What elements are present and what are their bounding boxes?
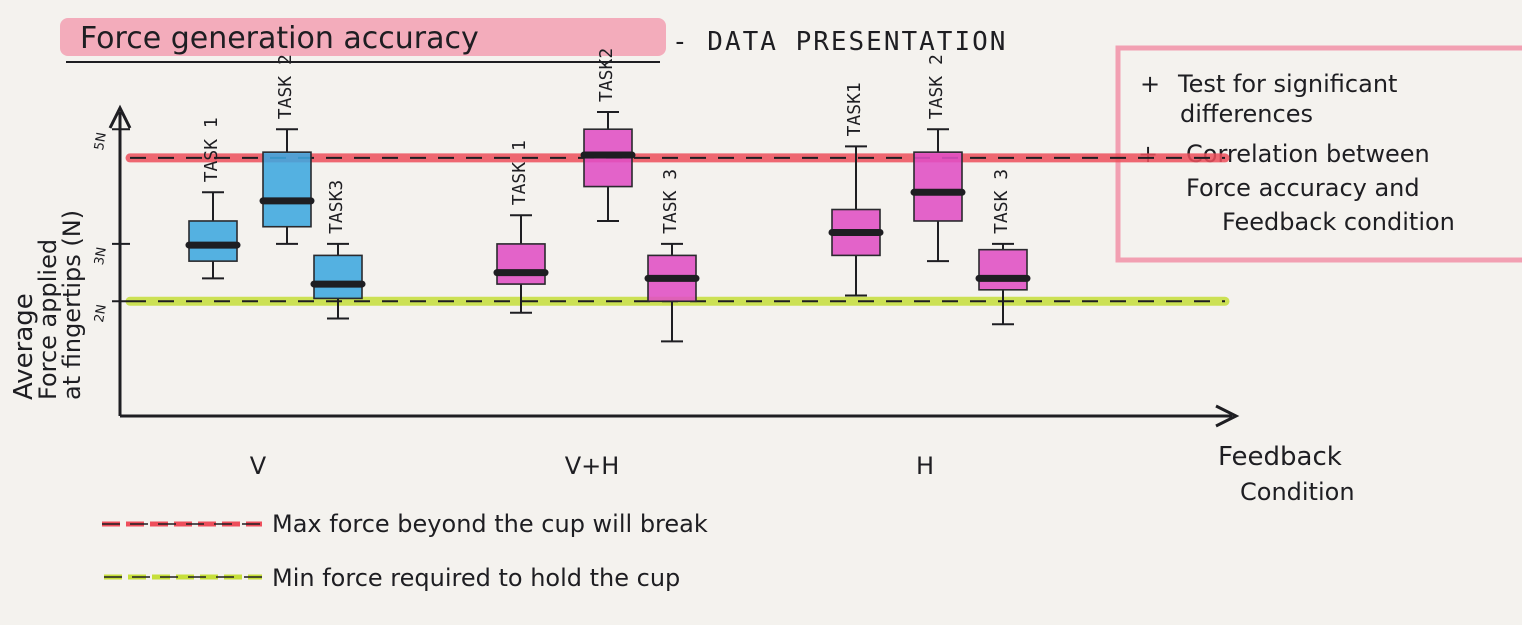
group-label-3: H (916, 452, 934, 480)
task-label: TASK1 (844, 82, 865, 136)
page-title: Force generation accuracy (80, 21, 479, 56)
x-axis-arrow (1215, 404, 1240, 428)
page-subtitle: - DATA PRESENTATION (672, 27, 1007, 57)
y-axis-arrow (108, 104, 132, 129)
note-2-line-2: Force accuracy and (1186, 174, 1420, 202)
box-iqr (496, 243, 546, 285)
x-axis-label-line-1: Feedback (1218, 442, 1342, 472)
y-axis-label-line-2: Force applied (34, 239, 62, 400)
box-plots: TASK 1 TASK 2 TASK3 TASK 1 TASK2 TASK 3 TASK1 T… (185, 48, 1031, 343)
box-iqr (978, 248, 1028, 291)
box-iqr (913, 151, 963, 222)
task-label: TASK2 (596, 48, 617, 102)
task-label: TASK 2 (926, 54, 947, 119)
y-tick-label-0: 5N (92, 131, 110, 151)
box-plot-4: TASK 1 (493, 140, 549, 314)
y-tick-label-1: 3N (92, 246, 110, 266)
box-plot-7: TASK1 (828, 82, 884, 297)
note-1-line-2: differences (1180, 100, 1313, 128)
task-label: TASK 1 (201, 117, 222, 182)
legend-max-label: Max force beyond the cup will break (272, 510, 708, 538)
y-ticks: 5N 3N 2N (92, 128, 130, 324)
box-plot-2: TASK 2 (259, 54, 315, 245)
y-axis-label-line-1: Average (9, 293, 39, 400)
box-iqr (262, 151, 312, 228)
note-2-line-3: Feedback condition (1222, 208, 1455, 236)
axes (108, 104, 1240, 428)
group-label-2: V+H (565, 452, 620, 480)
note-1-line-1: Test for significant (1177, 70, 1397, 98)
x-axis-label-line-2: Condition (1240, 478, 1355, 506)
y-axis-label-line-3: at fingertips (N) (58, 210, 86, 400)
legend: Max force beyond the cup will break Min … (102, 510, 708, 592)
box-plot-5: TASK2 (580, 48, 636, 222)
group-label-1: V (250, 452, 267, 480)
box-plot-8: TASK 2 (910, 54, 966, 263)
group-labels: V V+H H (250, 452, 934, 480)
legend-min-label: Min force required to hold the cup (272, 564, 680, 592)
task-label: TASK 2 (275, 54, 296, 119)
box-plot-9: TASK 3 (975, 169, 1031, 326)
box-iqr (188, 220, 238, 262)
box-plot-1: TASK 1 (185, 117, 241, 280)
note-1-bullet: + (1140, 70, 1160, 98)
task-label: TASK 3 (660, 169, 681, 234)
box-iqr (313, 254, 363, 300)
task-label: TASK3 (326, 180, 347, 234)
box-plot-6: TASK 3 (644, 169, 700, 343)
y-axis-title: Average Force applied at fingertips (N) (9, 210, 86, 400)
title-highlighter (60, 18, 666, 56)
task-label: TASK 3 (991, 169, 1012, 234)
task-label: TASK 1 (509, 140, 530, 205)
box-plot-3: TASK3 (310, 180, 366, 320)
title-block: Force generation accuracy - DATA PRESENT… (60, 18, 1007, 63)
y-tick-label-2: 2N (92, 303, 110, 323)
